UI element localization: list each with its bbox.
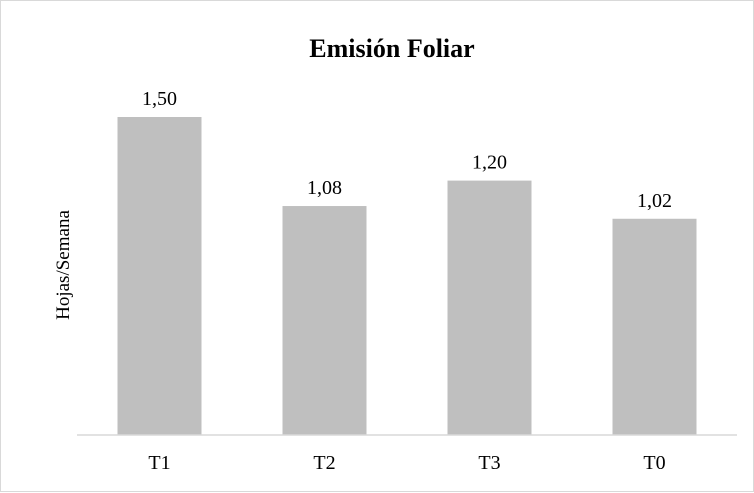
- x-tick-label-t0: T0: [643, 452, 665, 474]
- x-tick-label-t2: T2: [313, 452, 335, 474]
- x-tick-label-t1: T1: [148, 452, 170, 474]
- bar-t0: [612, 218, 697, 435]
- bar-t2: [282, 206, 367, 435]
- data-label-t0: 1,02: [637, 190, 672, 212]
- data-label-t2: 1,08: [307, 177, 342, 199]
- data-label-t3: 1,20: [472, 152, 507, 174]
- bar-t1: [117, 117, 202, 435]
- labels-group: 1,50 T1 1,08 T2 1,20 T3 1,02 T0: [142, 88, 672, 474]
- chart-title: Emisión Foliar: [309, 34, 474, 63]
- x-tick-label-t3: T3: [478, 452, 500, 474]
- bar-t3: [447, 180, 532, 435]
- bars-group: [117, 117, 697, 435]
- data-label-t1: 1,50: [142, 88, 177, 110]
- y-axis-label: Hojas/Semana: [53, 210, 74, 320]
